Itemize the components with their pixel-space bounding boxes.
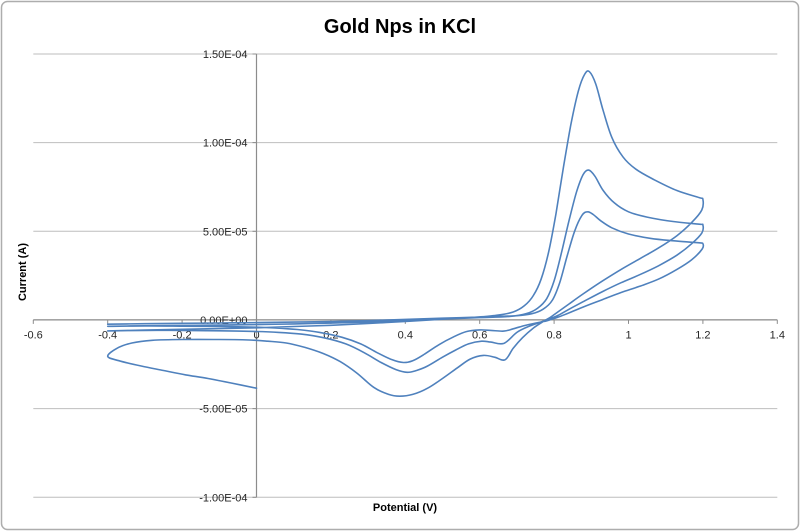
x-tick-label: -0.4	[98, 329, 117, 341]
y-axis-title: Current (A)	[17, 243, 29, 301]
x-tick-label: 0.4	[398, 329, 413, 341]
x-tick-label: 1	[625, 329, 631, 341]
chart-title: Gold Nps in KCl	[324, 16, 476, 38]
x-axis-title: Potential (V)	[373, 502, 438, 514]
y-tick-label: -5.00E-05	[199, 404, 247, 416]
x-tick-label: 0.6	[472, 329, 487, 341]
cv-curve	[106, 70, 705, 397]
x-tick-label: 1.4	[770, 329, 785, 341]
y-tick-label: 0.00E+00	[200, 315, 247, 327]
x-tick-label: 1.2	[695, 329, 710, 341]
y-tick-label: -1.00E-04	[199, 492, 247, 504]
x-tick-label: -0.2	[173, 329, 192, 341]
x-tick-label: 0	[253, 329, 259, 341]
x-tick-label: -0.6	[24, 329, 43, 341]
tick-labels: -0.6 -0.4 -0.2 0 0.2 0.4 0.6 0.8 1 1.2 1.41.50E-04…	[24, 49, 785, 504]
y-tick-label: 1.50E-04	[203, 49, 248, 61]
y-tick-label: 5.00E-05	[203, 226, 248, 238]
y-tick-label: 1.00E-04	[203, 138, 248, 150]
x-tick-label: 0.8	[546, 329, 561, 341]
